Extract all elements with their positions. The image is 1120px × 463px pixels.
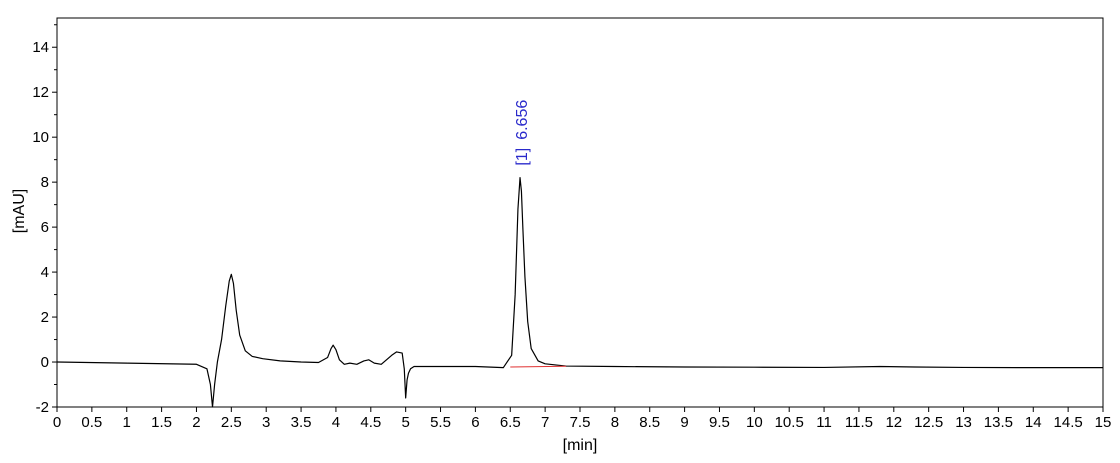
x-tick-label: 5 (401, 414, 409, 431)
peak-retention-time-label: 6.656 (514, 100, 531, 140)
x-tick-label: 11.5 (845, 414, 873, 431)
x-tick-label: 13.5 (984, 414, 1013, 431)
x-tick-label: 0 (53, 414, 61, 431)
peak-annotations: [1] 6.656 (514, 100, 531, 166)
x-tick-label: 8.5 (639, 414, 660, 431)
y-tick-label: 4 (41, 264, 49, 281)
y-tick-label: 6 (41, 219, 49, 236)
chromatogram-trace (56, 177, 1103, 408)
x-tick-label: 15 (1095, 414, 1112, 431)
peak-label: [1] 6.656 (514, 100, 531, 166)
x-tick-label: 3 (262, 414, 270, 431)
x-tick-label: 12.5 (914, 414, 943, 431)
integration-baseline (510, 365, 567, 368)
x-tick-label: 3.5 (291, 414, 312, 431)
y-tick-label: 12 (32, 84, 49, 101)
x-tick-label: 5.5 (430, 414, 451, 431)
x-axis-title: [min] (563, 437, 598, 454)
y-axis-title: [mAU] (11, 189, 28, 233)
x-tick-label: 7 (541, 414, 549, 431)
y-tick-label: 14 (32, 39, 49, 56)
x-tick-label: 10 (746, 414, 763, 431)
x-tick-label: 1.5 (151, 414, 172, 431)
peak-index-label: [1] (514, 148, 531, 166)
x-tick-label: 9.5 (709, 414, 730, 431)
x-tick-label: 12 (885, 414, 902, 431)
x-tick-label: 2.5 (221, 414, 242, 431)
series-group (56, 177, 1103, 408)
x-axis: 0 0.5 1 1.5 2 2.5 3 3.5 4 4.5 5 5.5 6 6.5 7 7.5 8 8.5 9 9.5… (53, 407, 1112, 431)
x-tick-label: 7.5 (570, 414, 591, 431)
y-tick-label: 10 (32, 129, 49, 146)
y-axis: -2 0 2 4 6 8 10 12 14 (32, 24, 57, 416)
y-tick-label: 0 (41, 354, 49, 371)
x-tick-label: 2 (192, 414, 200, 431)
y-tick-label: 2 (41, 309, 49, 326)
x-tick-label: 14.5 (1054, 414, 1083, 431)
x-tick-label: 0.5 (81, 414, 102, 431)
x-tick-label: 1 (123, 414, 131, 431)
y-tick-label: -2 (36, 399, 49, 416)
plot-frame (56, 17, 1104, 408)
x-tick-label: 4.5 (360, 414, 381, 431)
y-tick-label: 8 (41, 174, 49, 191)
x-tick-label: 4 (332, 414, 340, 431)
x-tick-label: 9 (680, 414, 688, 431)
x-tick-label: 14 (1025, 414, 1042, 431)
x-tick-label: 10.5 (775, 414, 804, 431)
x-tick-label: 8 (611, 414, 619, 431)
x-tick-label: 6.5 (500, 414, 521, 431)
x-tick-label: 6 (471, 414, 479, 431)
x-tick-label: 11 (816, 414, 832, 431)
x-tick-label: 13 (955, 414, 972, 431)
